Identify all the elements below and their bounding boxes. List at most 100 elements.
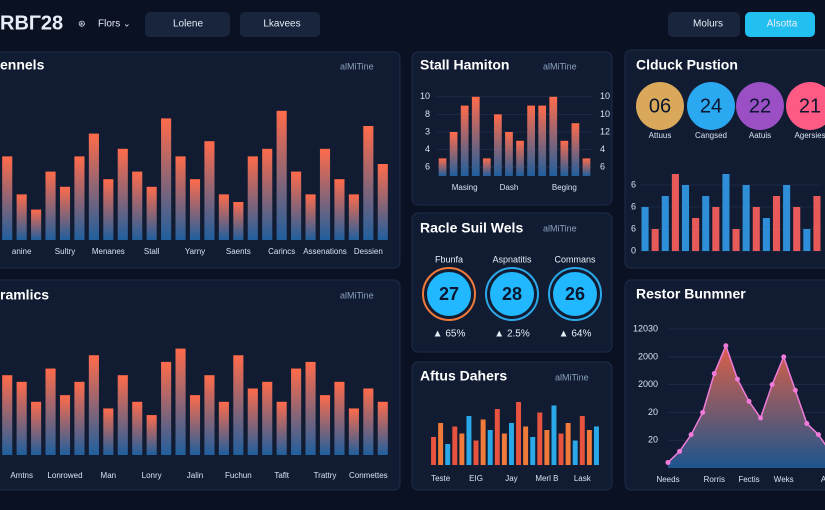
bar [445,444,451,465]
y-tick-label: 8 [425,109,430,119]
x-tick-label: Rorris [704,475,725,484]
x-tick-label: Lask [574,474,592,483]
bar [783,185,791,251]
button[interactable] [145,12,230,37]
button-label[interactable]: Lolene [173,19,203,30]
bar [651,229,659,251]
x-tick-label: Fuchun [225,471,252,480]
gauge-label: Commans [554,254,596,264]
bar [712,207,720,251]
menu[interactable]: Flors [98,19,120,30]
x-tick-label: Dash [500,183,519,192]
bar [103,408,114,455]
x-tick-label: Jay [505,474,517,483]
bar [103,179,114,240]
bar [582,158,591,176]
y-tick-label: 10 [600,91,610,101]
y-tick-label: 6 [631,179,636,189]
bar [189,395,201,455]
bar [348,408,359,455]
bar [538,105,547,176]
panel-badge: alMiTine [555,372,589,382]
gauge-delta: ▲ 65% [433,329,466,340]
kpi-value: 22 [749,95,771,117]
bar [161,361,172,455]
x-tick-label: Amtns [10,471,33,480]
bar [45,368,56,455]
bar [466,416,472,465]
bar [276,110,287,240]
kpi-label: Agersies [794,131,825,140]
bar [494,114,502,176]
bar [813,196,821,251]
bar [74,381,85,455]
gauge-label: Aspnatitis [492,254,532,264]
bar [175,156,186,240]
bar [558,433,564,465]
bar [803,229,811,251]
bar [480,419,486,465]
panel-title: ramlics [0,287,49,303]
kpi-value: 21 [799,95,821,117]
bar [291,368,302,455]
bar [204,375,215,455]
bar [59,186,71,240]
point [723,343,729,349]
bar [641,207,649,251]
y-tick-label: 4 [600,144,605,154]
bar [487,430,493,465]
bar [146,415,157,455]
bar [363,388,374,455]
bar [772,196,781,251]
gauge-ring [422,267,476,321]
point [769,382,775,388]
button-label[interactable]: Alsotta [767,19,798,30]
bar [161,118,172,240]
bar [681,185,690,251]
kpi-circle [687,82,735,130]
x-tick-label: Beging [552,183,577,192]
x-tick-label: Sultry [55,247,75,256]
area [668,345,825,468]
bar [661,196,669,251]
x-tick-label: Weks [774,475,794,484]
point [688,432,694,438]
bar [247,388,258,455]
x-tick-label: Conmettes [349,471,388,480]
bar [793,207,801,251]
gauge-ring [485,267,539,321]
panel-title: Restor Bunmner [636,286,746,302]
bar [132,401,143,455]
bar [319,395,331,455]
x-tick-label: Man [101,471,117,480]
bar [334,179,345,240]
point [711,371,717,377]
bar [88,133,99,240]
x-tick-label: Teste [431,474,451,483]
bar [549,96,558,176]
bar [31,401,42,455]
bar [74,156,85,240]
point [700,409,706,415]
bar [530,437,536,465]
bar [537,412,543,465]
x-tick-label: Taflt [274,471,289,480]
button[interactable] [240,12,320,37]
button[interactable] [668,12,740,37]
bar [732,229,740,251]
bar [471,96,480,176]
bar [565,423,571,465]
button-label[interactable]: Molurs [693,19,723,30]
button-primary[interactable] [745,12,815,37]
bar [305,194,316,240]
kpi-label: Aatuis [749,131,771,140]
menu-caret: ⌄ [123,18,131,28]
gauge-delta: ▲ 64% [559,329,592,340]
panel-title: Racle Suil Wels [420,220,523,236]
bar [571,123,580,176]
bar [305,361,316,455]
bar [473,440,479,465]
bar [45,171,56,240]
bar [59,395,71,455]
button-label[interactable]: Lkavees [263,19,300,30]
